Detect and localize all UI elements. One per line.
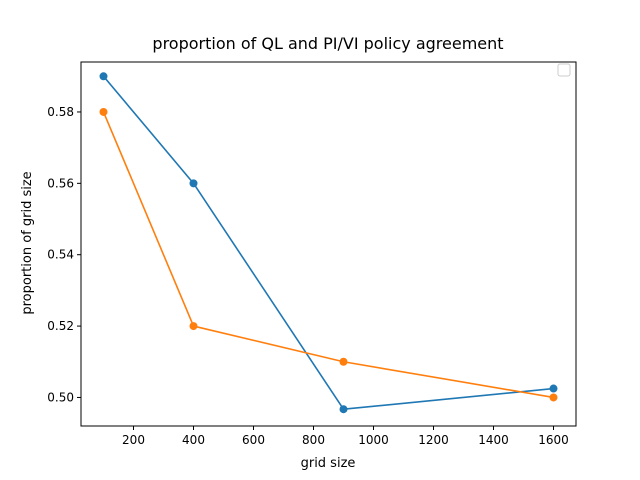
y-tick-label: 0.58 [47, 105, 74, 119]
x-tick-label: 400 [182, 433, 205, 447]
y-tick-label: 0.50 [47, 390, 74, 404]
series-2 [99, 107, 558, 402]
y-tick-label: 0.56 [47, 176, 74, 190]
x-tick-label: 1400 [478, 433, 509, 447]
series-1-point [189, 179, 198, 188]
series-2-point [549, 393, 558, 402]
series-1-point [99, 72, 108, 81]
y-tick-label: 0.54 [47, 248, 74, 262]
series-1-point [549, 384, 558, 393]
series-1-point [339, 405, 348, 414]
series-1-line [102, 75, 554, 411]
y-axis-ticks: 0.50 0.52 0.54 0.56 0.58 [47, 105, 81, 404]
x-tick-label: 600 [242, 433, 265, 447]
x-axis-ticks: 200 400 600 800 1000 1200 1400 1600 [122, 426, 569, 447]
x-tick-label: 1600 [538, 433, 569, 447]
series-2-point [339, 357, 348, 366]
y-tick-label: 0.52 [47, 319, 74, 333]
series-2-point [99, 107, 108, 116]
x-tick-label: 800 [302, 433, 325, 447]
series-2-point [189, 322, 198, 331]
chart-title: proportion of QL and PI/VI policy agreem… [152, 34, 503, 53]
series-1 [99, 72, 558, 414]
legend [557, 63, 571, 77]
x-tick-label: 1000 [358, 433, 389, 447]
series-2-line [102, 111, 554, 399]
legend-box [557, 63, 571, 77]
x-tick-label: 1200 [418, 433, 449, 447]
x-tick-label: 200 [122, 433, 145, 447]
axes-frame [80, 61, 577, 427]
plot-area [99, 72, 558, 414]
x-axis-label: grid size [301, 456, 356, 471]
y-axis-label: proportion of grid size [20, 171, 35, 314]
